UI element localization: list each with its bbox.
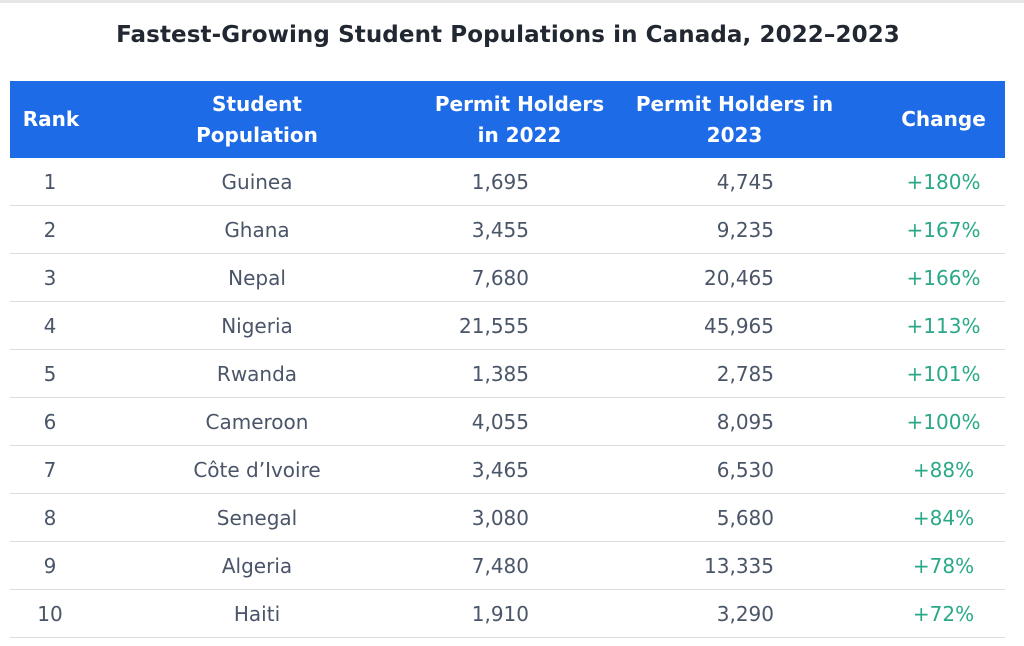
change-cell: +101% — [882, 349, 1005, 398]
header-permit-holders-2022: Permit Holders in 2022 — [434, 91, 605, 147]
rank-cell: 9 — [10, 541, 92, 590]
change-cell: +78% — [882, 541, 1005, 590]
table-row: 1 Guinea 1,695 4,745 +180% — [10, 158, 1005, 206]
permit-holders-2023-cell: 45,965 — [617, 301, 882, 350]
permit-holders-2023-cell: 3,290 — [617, 589, 882, 638]
permit-holders-2022-cell: 1,910 — [422, 589, 617, 638]
student-population-cell: Haiti — [92, 589, 422, 638]
table-row: 4 Nigeria 21,555 45,965 +113% — [10, 301, 1005, 350]
change-cell: +84% — [882, 493, 1005, 542]
permit-holders-2023-cell: 4,745 — [617, 158, 882, 206]
permit-holders-2022-cell: 3,465 — [422, 445, 617, 494]
rank-cell: 10 — [10, 589, 92, 638]
table-row: 5 Rwanda 1,385 2,785 +101% — [10, 349, 1005, 398]
header-change: Change — [901, 107, 986, 131]
table-row: 9 Algeria 7,480 13,335 +78% — [10, 541, 1005, 590]
student-populations-table: Rank Student Population Permit Holders i… — [10, 81, 1005, 638]
student-population-cell: Senegal — [92, 493, 422, 542]
student-population-cell: Rwanda — [92, 349, 422, 398]
rank-cell: 7 — [10, 445, 92, 494]
rank-cell: 2 — [10, 205, 92, 254]
permit-holders-2022-cell: 1,385 — [422, 349, 617, 398]
permit-holders-2023-cell: 13,335 — [617, 541, 882, 590]
student-population-cell: Algeria — [92, 541, 422, 590]
change-cell: +72% — [882, 589, 1005, 638]
student-population-cell: Côte d’Ivoire — [92, 445, 422, 494]
rank-cell: 1 — [10, 158, 92, 206]
permit-holders-2022-cell: 1,695 — [422, 158, 617, 206]
table-row: 10 Haiti 1,910 3,290 +72% — [10, 589, 1005, 638]
table-row: 8 Senegal 3,080 5,680 +84% — [10, 493, 1005, 542]
table-body: 1 Guinea 1,695 4,745 +180% 2 Ghana 3,455… — [10, 158, 1005, 638]
change-cell: +180% — [882, 158, 1005, 206]
table-row: 6 Cameroon 4,055 8,095 +100% — [10, 397, 1005, 446]
permit-holders-2022-cell: 4,055 — [422, 397, 617, 446]
permit-holders-2022-cell: 21,555 — [422, 301, 617, 350]
student-population-cell: Guinea — [92, 158, 422, 206]
change-cell: +113% — [882, 301, 1005, 350]
change-cell: +88% — [882, 445, 1005, 494]
page-title: Fastest-Growing Student Populations in C… — [116, 22, 900, 48]
permit-holders-2022-cell: 7,480 — [422, 541, 617, 590]
change-cell: +167% — [882, 205, 1005, 254]
permit-holders-2022-cell: 3,455 — [422, 205, 617, 254]
table-row: 2 Ghana 3,455 9,235 +167% — [10, 205, 1005, 254]
permit-holders-2022-cell: 3,080 — [422, 493, 617, 542]
student-population-cell: Cameroon — [92, 397, 422, 446]
rank-cell: 8 — [10, 493, 92, 542]
permit-holders-2023-cell: 20,465 — [617, 253, 882, 302]
permit-holders-2023-cell: 5,680 — [617, 493, 882, 542]
change-cell: +166% — [882, 253, 1005, 302]
table-row: 3 Nepal 7,680 20,465 +166% — [10, 253, 1005, 302]
header-permit-holders-2023: Permit Holders in 2023 — [635, 91, 834, 147]
table-header: Rank Student Population Permit Holders i… — [10, 81, 1005, 158]
top-divider — [0, 0, 1024, 3]
header-rank: Rank — [22, 107, 80, 131]
rank-cell: 4 — [10, 301, 92, 350]
permit-holders-2023-cell: 8,095 — [617, 397, 882, 446]
rank-cell: 6 — [10, 397, 92, 446]
permit-holders-2023-cell: 9,235 — [617, 205, 882, 254]
permit-holders-2023-cell: 6,530 — [617, 445, 882, 494]
header-student-population: Student Population — [196, 91, 318, 147]
change-cell: +100% — [882, 397, 1005, 446]
header-row: Rank Student Population Permit Holders i… — [10, 81, 1005, 158]
table-row: 7 Côte d’Ivoire 3,465 6,530 +88% — [10, 445, 1005, 494]
permit-holders-2022-cell: 7,680 — [422, 253, 617, 302]
student-population-cell: Ghana — [92, 205, 422, 254]
rank-cell: 5 — [10, 349, 92, 398]
rank-cell: 3 — [10, 253, 92, 302]
permit-holders-2023-cell: 2,785 — [617, 349, 882, 398]
student-population-cell: Nigeria — [92, 301, 422, 350]
student-population-cell: Nepal — [92, 253, 422, 302]
